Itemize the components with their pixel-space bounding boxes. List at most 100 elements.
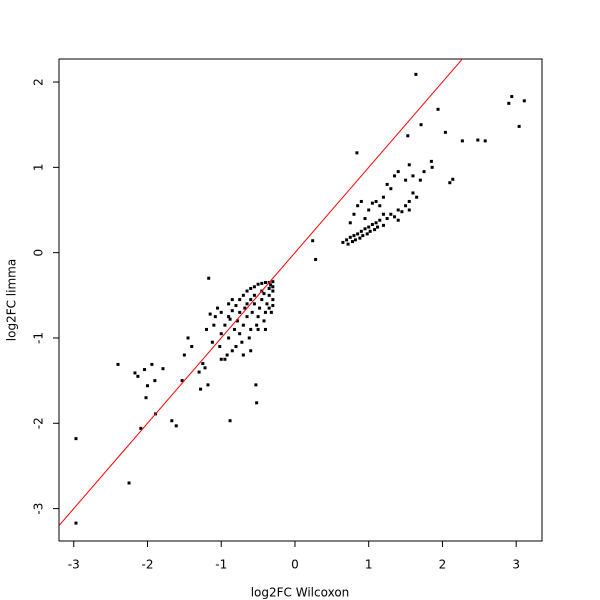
- point: [404, 204, 408, 208]
- y-axis-label: log2FC limma: [5, 259, 19, 341]
- point: [396, 208, 400, 212]
- point: [381, 212, 385, 216]
- point: [245, 289, 249, 293]
- point: [225, 353, 229, 357]
- point: [240, 340, 244, 344]
- point: [269, 310, 273, 314]
- point: [406, 134, 410, 138]
- point: [374, 221, 378, 225]
- point: [389, 212, 393, 216]
- point: [363, 227, 367, 231]
- reference-line: [59, 59, 464, 526]
- y-tick-label: -3: [32, 503, 46, 515]
- point: [234, 304, 238, 308]
- point: [271, 280, 275, 284]
- point: [345, 238, 349, 242]
- point: [407, 163, 411, 167]
- point: [311, 239, 315, 243]
- point: [365, 232, 369, 236]
- point: [153, 379, 157, 383]
- y-tick-label: 1: [32, 164, 46, 172]
- point: [411, 191, 415, 195]
- point: [249, 286, 253, 290]
- point: [263, 327, 267, 331]
- point: [262, 292, 266, 296]
- point: [206, 383, 210, 387]
- point: [228, 317, 232, 321]
- point: [271, 289, 275, 293]
- point: [346, 242, 350, 246]
- point: [422, 170, 426, 174]
- point: [260, 281, 264, 285]
- point: [359, 229, 363, 233]
- point: [356, 232, 360, 236]
- point: [385, 182, 389, 186]
- point: [197, 370, 201, 374]
- point: [393, 174, 397, 178]
- point: [378, 218, 382, 222]
- point: [219, 357, 223, 361]
- point: [267, 293, 271, 297]
- point: [510, 95, 514, 99]
- point: [400, 210, 404, 214]
- point: [385, 217, 389, 221]
- point: [352, 234, 356, 238]
- point: [227, 315, 231, 319]
- point: [483, 139, 487, 143]
- point: [249, 298, 253, 302]
- point: [522, 99, 526, 103]
- x-tick-label: -1: [215, 558, 227, 572]
- point: [429, 159, 433, 163]
- point: [208, 312, 212, 316]
- point: [250, 310, 254, 314]
- point: [355, 151, 359, 155]
- point: [219, 310, 223, 314]
- y-tick-label: 0: [32, 249, 46, 257]
- x-tick-label: 3: [512, 558, 520, 572]
- point: [150, 362, 154, 366]
- point: [507, 101, 511, 105]
- point: [393, 215, 397, 219]
- point: [235, 319, 239, 323]
- point: [133, 371, 137, 375]
- x-tick-label: 0: [291, 558, 299, 572]
- point: [207, 276, 211, 280]
- point: [255, 401, 259, 405]
- point: [267, 306, 271, 310]
- point: [404, 178, 408, 182]
- point: [186, 336, 190, 340]
- point: [144, 396, 148, 400]
- point: [341, 240, 345, 244]
- point: [389, 187, 393, 191]
- point: [116, 362, 120, 366]
- point: [127, 481, 131, 485]
- point: [367, 208, 371, 212]
- point: [460, 139, 464, 143]
- point: [74, 521, 78, 525]
- point: [254, 383, 258, 387]
- point: [255, 323, 259, 327]
- point: [430, 165, 434, 169]
- point: [361, 234, 365, 238]
- point: [204, 327, 208, 331]
- point: [227, 336, 231, 340]
- point: [451, 177, 455, 181]
- y-tick-label: -1: [32, 332, 46, 344]
- point: [448, 181, 452, 185]
- point: [373, 228, 377, 232]
- point: [161, 367, 165, 371]
- point: [414, 72, 418, 76]
- x-tick-label: 2: [439, 558, 447, 572]
- point: [228, 419, 232, 423]
- point: [370, 201, 374, 205]
- point: [245, 302, 249, 306]
- point: [418, 178, 422, 182]
- point: [238, 332, 242, 336]
- point: [182, 353, 186, 357]
- point: [241, 323, 245, 327]
- point: [378, 204, 382, 208]
- point: [265, 302, 269, 306]
- point: [350, 240, 354, 244]
- point: [252, 293, 256, 297]
- point: [396, 218, 400, 222]
